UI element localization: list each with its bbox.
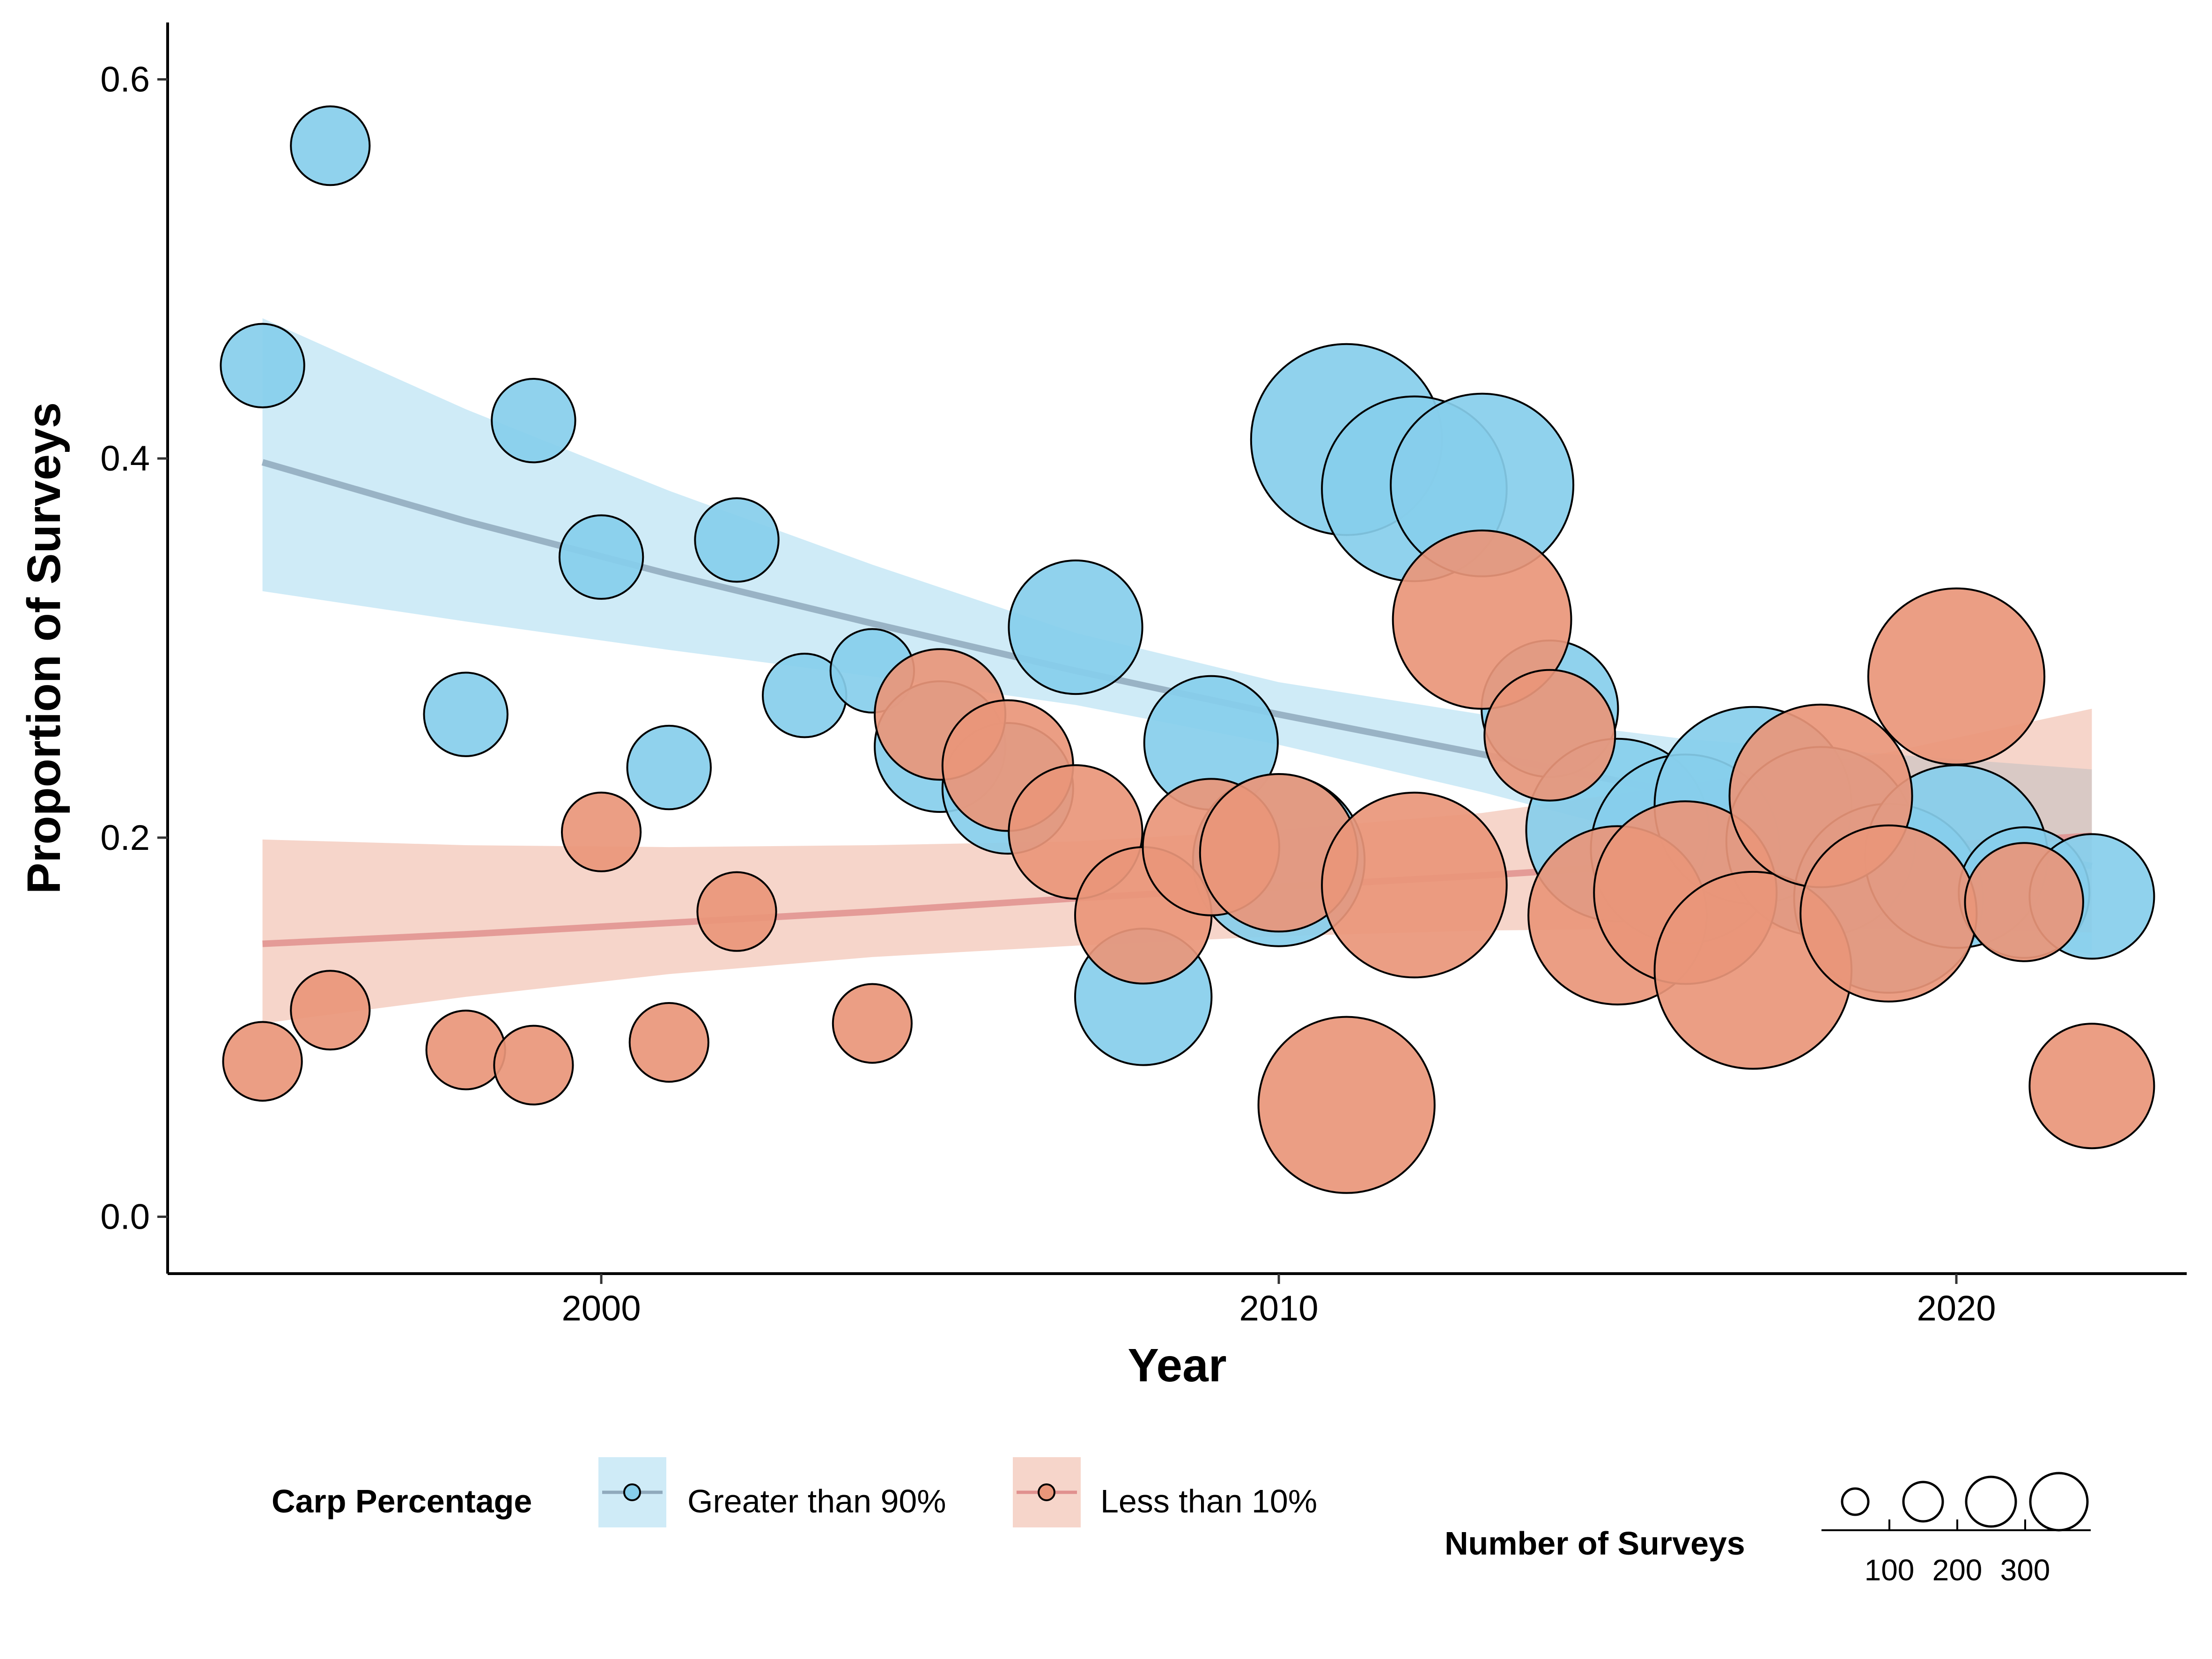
data-point-less-than-10 — [696, 871, 777, 952]
x-axis-title: Year — [1128, 1339, 1226, 1392]
data-point-less-than-10 — [1257, 1016, 1436, 1194]
data-point-less-than-10 — [290, 970, 371, 1051]
data-point-less-than-10 — [493, 1025, 574, 1106]
y-tick-label: 0.2 — [100, 818, 150, 858]
data-point-less-than-10 — [222, 1021, 303, 1102]
legend-key-point-less-than-10 — [1038, 1483, 1055, 1501]
data-point-less-than-10 — [425, 1010, 506, 1091]
axes: 0.0 0.2 0.4 0.6 2000 2010 2020 Year Proportion o… — [18, 22, 2187, 1392]
data-point-less-than-10 — [1799, 824, 1978, 1003]
size-legend-label: 200 — [1932, 1553, 1983, 1587]
x-tick-label: 2000 — [562, 1289, 641, 1328]
data-point-greater-than-90 — [1008, 559, 1143, 695]
x-tick-label: 2010 — [1239, 1289, 1319, 1328]
data-point-greater-than-90 — [558, 514, 644, 600]
size-legend-circle — [1902, 1481, 1944, 1523]
legend-title-carp-percentage: Carp Percentage — [272, 1483, 532, 1519]
size-legend-circle — [2029, 1472, 2089, 1532]
data-point-greater-than-90 — [290, 105, 371, 186]
x-tick-label: 2020 — [1917, 1289, 1996, 1328]
y-tick-label: 0.4 — [100, 439, 150, 479]
legend-key-point-greater-than-90 — [623, 1483, 641, 1501]
data-point-greater-than-90 — [423, 671, 509, 757]
legend: Carp Percentage Greater than 90% Less than… — [272, 1457, 2091, 1587]
legend-label-less-than-10: Less than 10% — [1100, 1483, 1317, 1519]
data-point-less-than-10 — [561, 791, 642, 872]
size-legend-label: 100 — [1865, 1553, 1915, 1587]
y-tick-label: 0.0 — [100, 1197, 150, 1237]
size-legend-circle — [1965, 1475, 2017, 1528]
y-tick-label: 0.6 — [100, 59, 150, 99]
data-point-less-than-10 — [1321, 791, 1508, 979]
data-point-greater-than-90 — [694, 497, 780, 583]
legend-title-number-of-surveys: Number of Surveys — [1445, 1525, 1745, 1562]
data-point-greater-than-90 — [626, 724, 712, 811]
data-point-less-than-10 — [1392, 529, 1572, 710]
y-axis-title: Proportion of Surveys — [18, 402, 70, 894]
data-point-less-than-10 — [1867, 587, 2046, 766]
data-points — [220, 105, 2155, 1194]
size-legend-label: 300 — [2000, 1553, 2050, 1587]
data-point-less-than-10 — [1964, 842, 2084, 962]
size-legend-circle — [1841, 1487, 1870, 1516]
data-point-less-than-10 — [628, 1002, 709, 1083]
legend-label-greater-than-90: Greater than 90% — [687, 1483, 946, 1519]
data-point-less-than-10 — [832, 983, 913, 1064]
data-point-less-than-10 — [2028, 1023, 2155, 1150]
data-point-greater-than-90 — [491, 378, 576, 464]
data-point-less-than-10 — [1483, 669, 1616, 802]
data-point-greater-than-90 — [220, 323, 305, 408]
